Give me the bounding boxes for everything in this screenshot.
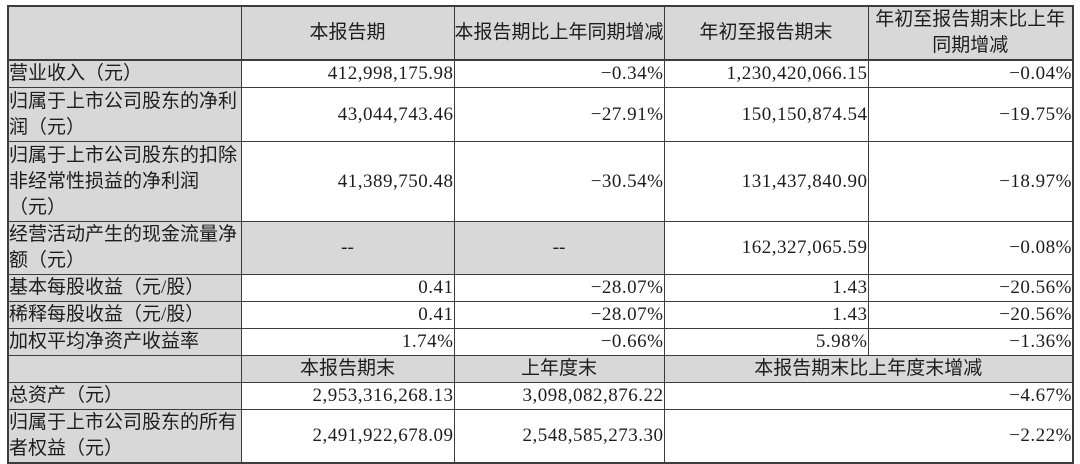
value-cell: 0.41: [240, 274, 455, 302]
value-cell: 43,044,743.46: [240, 87, 455, 142]
subheader-cell-period-end: 本报告期末: [240, 355, 455, 383]
value-cell: 2,491,922,678.09: [240, 409, 455, 464]
header-cell-ytd-change: 年初至报告期末比上年同期增减: [867, 5, 1074, 61]
value-cell: 1,230,420,066.15: [663, 59, 869, 88]
value-cell: 5.98%: [663, 328, 869, 356]
key-financials-table: 本报告期 本报告期比上年同期增减 年初至报告期末 年初至报告期末比上年同期增减 …: [7, 5, 1074, 464]
row-label: 归属于上市公司股东的净利润（元）: [7, 87, 242, 142]
value-cell: 2,548,585,273.30: [453, 409, 665, 464]
value-cell: 1.43: [663, 301, 869, 329]
row-label: 加权平均净资产收益率: [7, 328, 242, 356]
value-cell: −28.07%: [453, 274, 665, 302]
value-cell: −30.54%: [453, 141, 665, 222]
value-cell: 3,098,082,876.22: [453, 382, 665, 410]
subheader-cell-period-end-change: 本报告期末比上年度末增减: [663, 355, 1074, 383]
value-cell: 0.41: [240, 301, 455, 329]
table-row-total-assets: 总资产（元） 2,953,316,268.13 3,098,082,876.22…: [7, 382, 1074, 410]
subheader-cell-prev-year-end: 上年度末: [453, 355, 665, 383]
row-label: 总资产（元）: [7, 382, 242, 410]
value-cell: −2.22%: [663, 409, 1074, 464]
value-cell: −28.07%: [453, 301, 665, 329]
table-row-basic-eps: 基本每股收益（元/股） 0.41 −28.07% 1.43 −20.56%: [7, 274, 1074, 302]
header-cell-blank: [7, 5, 242, 61]
value-cell: −20.56%: [867, 301, 1074, 329]
value-cell: −1.36%: [867, 328, 1074, 356]
table-row-operating-cash-flow: 经营活动产生的现金流量净额（元） -- -- 162,327,065.59 −0…: [7, 221, 1074, 275]
value-cell: 150,150,874.54: [663, 87, 869, 142]
table-subheader-row: 本报告期末 上年度末 本报告期末比上年度末增减: [7, 355, 1074, 383]
subheader-cell-blank: [7, 355, 242, 383]
value-cell: −0.66%: [453, 328, 665, 356]
value-cell-na: --: [240, 221, 455, 275]
row-label: 归属于上市公司股东的所有者权益（元）: [7, 409, 242, 464]
value-cell: −20.56%: [867, 274, 1074, 302]
value-cell: 41,389,750.48: [240, 141, 455, 222]
value-cell: 1.74%: [240, 328, 455, 356]
value-cell: −18.97%: [867, 141, 1074, 222]
value-cell: −0.08%: [867, 221, 1074, 275]
row-label: 归属于上市公司股东的扣除非经常性损益的净利润（元）: [7, 141, 242, 222]
value-cell: −0.04%: [867, 59, 1074, 88]
table-row-revenue: 营业收入（元） 412,998,175.98 −0.34% 1,230,420,…: [7, 59, 1074, 88]
value-cell: −4.67%: [663, 382, 1074, 410]
value-cell: 131,437,840.90: [663, 141, 869, 222]
value-cell: 2,953,316,268.13: [240, 382, 455, 410]
financial-summary: 本报告期 本报告期比上年同期增减 年初至报告期末 年初至报告期末比上年同期增减 …: [7, 5, 1074, 464]
value-cell: −0.34%: [453, 59, 665, 88]
value-cell: 412,998,175.98: [240, 59, 455, 88]
table-row-net-profit-deducted: 归属于上市公司股东的扣除非经常性损益的净利润（元） 41,389,750.48 …: [7, 141, 1074, 222]
value-cell: 1.43: [663, 274, 869, 302]
value-cell-na: --: [453, 221, 665, 275]
table-row-diluted-eps: 稀释每股收益（元/股） 0.41 −28.07% 1.43 −20.56%: [7, 301, 1074, 329]
row-label: 基本每股收益（元/股）: [7, 274, 242, 302]
table-row-weighted-roe: 加权平均净资产收益率 1.74% −0.66% 5.98% −1.36%: [7, 328, 1074, 356]
value-cell: 162,327,065.59: [663, 221, 869, 275]
table-row-owners-equity: 归属于上市公司股东的所有者权益（元） 2,491,922,678.09 2,54…: [7, 409, 1074, 464]
header-cell-ytd: 年初至报告期末: [663, 5, 869, 61]
row-label: 经营活动产生的现金流量净额（元）: [7, 221, 242, 275]
value-cell: −27.91%: [453, 87, 665, 142]
table-header-row: 本报告期 本报告期比上年同期增减 年初至报告期末 年初至报告期末比上年同期增减: [7, 5, 1074, 61]
table-row-net-profit: 归属于上市公司股东的净利润（元） 43,044,743.46 −27.91% 1…: [7, 87, 1074, 142]
row-label: 稀释每股收益（元/股）: [7, 301, 242, 329]
header-cell-current-period: 本报告期: [240, 5, 455, 61]
row-label: 营业收入（元）: [7, 59, 242, 88]
value-cell: −19.75%: [867, 87, 1074, 142]
header-cell-current-period-change: 本报告期比上年同期增减: [453, 5, 665, 61]
